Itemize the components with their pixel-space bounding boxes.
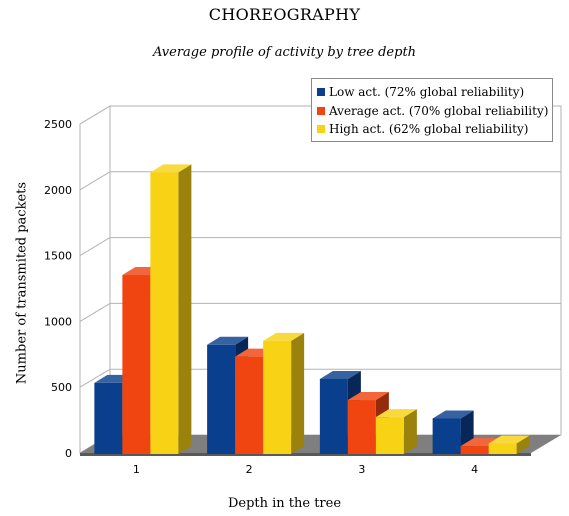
bar-top bbox=[432, 410, 474, 419]
chart-title: CHOREOGRAPHY bbox=[208, 5, 361, 24]
bar-front bbox=[375, 417, 404, 454]
bar bbox=[263, 332, 305, 454]
x-axis-label: Depth in the tree bbox=[227, 496, 342, 511]
y-tick-label: 2000 bbox=[44, 184, 72, 197]
bar bbox=[150, 164, 192, 454]
bar bbox=[488, 435, 530, 454]
bar-side bbox=[178, 164, 192, 454]
bar-top bbox=[150, 164, 192, 173]
x-tick-label: 3 bbox=[358, 463, 365, 476]
legend-item-average: Average act. (70% global reliability) bbox=[317, 102, 552, 121]
bar-front bbox=[235, 356, 264, 454]
grid-line-side bbox=[79, 302, 111, 322]
y-tick-label: 500 bbox=[51, 381, 72, 394]
legend-label-average: Average act. (70% global reliability) bbox=[329, 103, 549, 118]
legend-swatch-average bbox=[317, 106, 325, 115]
grid-line-side bbox=[79, 368, 111, 388]
bar-side bbox=[403, 409, 417, 454]
x-tick-label: 2 bbox=[246, 463, 253, 476]
bar-top bbox=[347, 392, 389, 401]
bar-side bbox=[291, 332, 305, 454]
x-tick-label: 4 bbox=[471, 463, 478, 476]
bar-front bbox=[122, 275, 151, 454]
y-tick-label: 0 bbox=[65, 447, 72, 460]
bars bbox=[94, 164, 530, 454]
legend-label-low: Low act. (72% global reliability) bbox=[329, 85, 525, 100]
grid-line-side bbox=[79, 105, 111, 125]
grid-line-side bbox=[79, 237, 111, 257]
x-tick-label: 1 bbox=[133, 463, 140, 476]
bar-front bbox=[319, 378, 348, 454]
bar-front bbox=[432, 418, 461, 454]
floor-front bbox=[80, 453, 531, 456]
bar-top bbox=[207, 336, 249, 345]
bar-front bbox=[207, 344, 236, 454]
bar bbox=[375, 409, 417, 454]
y-axis-label: Number of transmited packets bbox=[14, 181, 30, 385]
bar-front bbox=[460, 446, 489, 454]
bar-front bbox=[488, 443, 517, 454]
bar-front bbox=[263, 340, 292, 454]
legend-label-high: High act. (62% global reliability) bbox=[329, 122, 529, 137]
bar-top bbox=[319, 370, 361, 379]
legend-swatch-high bbox=[317, 125, 325, 134]
bar-top bbox=[263, 332, 305, 341]
grid-line-side bbox=[79, 171, 111, 191]
bar-front bbox=[150, 172, 179, 454]
bar-front bbox=[347, 400, 376, 454]
y-tick-label: 1000 bbox=[44, 315, 72, 328]
legend-item-low: Low act. (72% global reliability) bbox=[317, 83, 552, 102]
legend-swatch-low bbox=[317, 88, 325, 97]
y-tick-label: 2500 bbox=[44, 118, 72, 131]
y-axis-ticks: 0 500 1000 1500 2000 2500 bbox=[44, 118, 72, 460]
bar-top bbox=[375, 409, 417, 418]
legend: Low act. (72% global reliability) Averag… bbox=[311, 78, 553, 142]
y-tick-label: 1500 bbox=[44, 250, 72, 263]
legend-item-high: High act. (62% global reliability) bbox=[317, 120, 552, 139]
bar-front bbox=[94, 382, 123, 454]
bar-top bbox=[488, 435, 530, 444]
x-axis-ticks: 1 2 3 4 bbox=[133, 463, 478, 476]
bar-side bbox=[516, 435, 530, 454]
chart-subtitle: Average profile of activity by tree dept… bbox=[152, 45, 417, 60]
